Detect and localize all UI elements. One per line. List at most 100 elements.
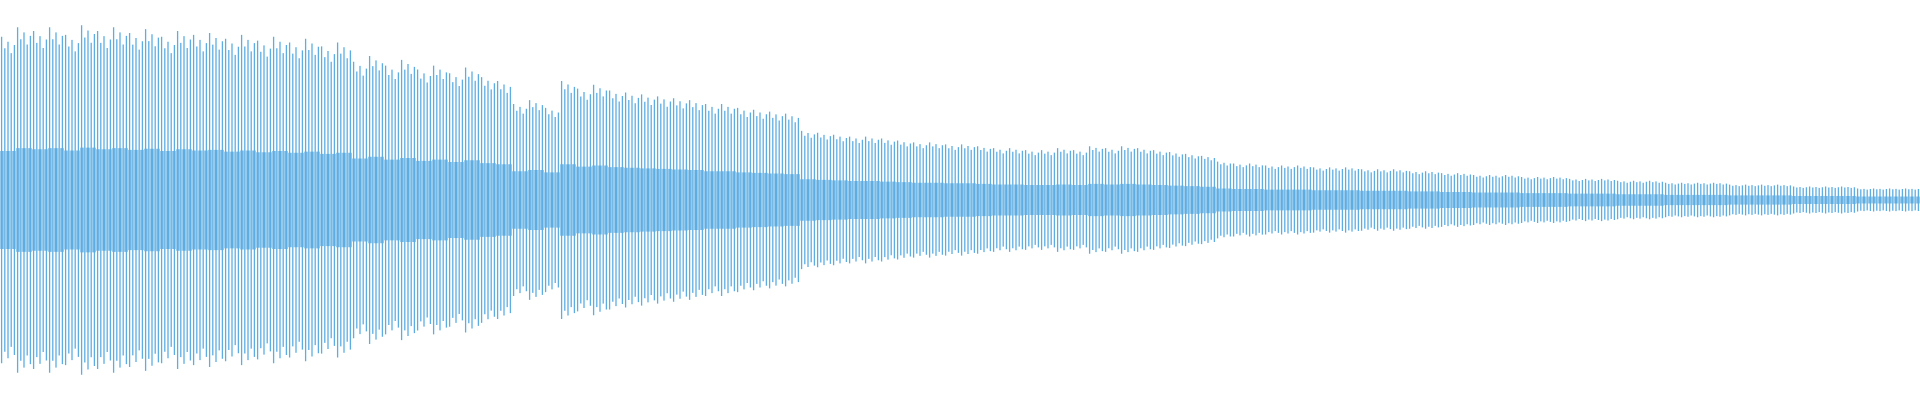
wave-segment xyxy=(320,46,336,354)
wave-segment xyxy=(608,90,624,310)
wave-segment xyxy=(944,144,960,256)
wave-segment xyxy=(1728,184,1744,216)
wave-segment xyxy=(16,27,32,373)
wave-segment xyxy=(1184,153,1200,247)
wave-segment xyxy=(1840,186,1856,214)
wave-segment xyxy=(544,107,560,293)
wave-segment xyxy=(800,130,816,270)
wave-segment xyxy=(672,98,688,302)
wave-segment xyxy=(864,136,880,264)
wave-segment xyxy=(272,36,288,364)
wave-segment xyxy=(1200,155,1216,245)
wave-segment xyxy=(528,100,544,300)
wave-segment xyxy=(784,113,800,287)
wave-segment xyxy=(1072,150,1088,250)
wave-segment xyxy=(208,32,224,368)
wave-segment xyxy=(1808,186,1824,214)
wave-segment xyxy=(160,36,176,364)
wave-segment xyxy=(1360,169,1376,231)
wave-segment xyxy=(1760,184,1776,216)
wave-segment xyxy=(64,34,80,366)
wave-segment xyxy=(240,34,256,366)
wave-segment xyxy=(1632,180,1648,220)
wave-segment xyxy=(1792,186,1808,214)
wave-segment xyxy=(880,138,896,262)
wave-segment xyxy=(1552,176,1568,224)
wave-segment xyxy=(992,148,1008,252)
wave-segment xyxy=(1024,150,1040,250)
wave-segment xyxy=(816,132,832,268)
wave-segment xyxy=(464,67,480,333)
wave-segment xyxy=(720,104,736,296)
wave-segment xyxy=(336,42,352,358)
wave-segment xyxy=(1264,165,1280,235)
wave-segment xyxy=(1248,163,1264,237)
wave-segment xyxy=(1040,150,1056,250)
wave-segment xyxy=(1392,169,1408,231)
wave-segment xyxy=(688,100,704,300)
wave-segment xyxy=(768,111,784,289)
wave-segment xyxy=(1104,148,1120,252)
wave-segment xyxy=(976,146,992,254)
wave-segment xyxy=(96,31,112,369)
wave-segment xyxy=(1168,152,1184,248)
wave-segment xyxy=(1568,178,1584,222)
wave-segment xyxy=(912,142,928,258)
wave-segment xyxy=(1216,161,1232,239)
wave-segment xyxy=(960,144,976,256)
wave-segment xyxy=(1696,182,1712,218)
wave-segment xyxy=(112,27,128,373)
wave-segment xyxy=(1472,175,1488,225)
wave-segment xyxy=(1664,182,1680,218)
wave-segment xyxy=(1744,184,1760,216)
wave-segment xyxy=(752,109,768,291)
wave-segment xyxy=(1616,180,1632,220)
wave-segment xyxy=(176,31,192,369)
wave-segment xyxy=(1280,165,1296,235)
wave-segment xyxy=(1888,188,1904,212)
wave-segment xyxy=(192,34,208,366)
wave-segment xyxy=(1152,150,1168,250)
wave-segment xyxy=(448,73,464,327)
wave-segment xyxy=(640,94,656,306)
wave-segment xyxy=(256,40,272,360)
wave-segment xyxy=(1904,188,1920,212)
wave-segment xyxy=(32,31,48,369)
wave-segment xyxy=(928,142,944,258)
wave-segment xyxy=(1680,182,1696,218)
wave-segment xyxy=(304,38,320,362)
wave-segment xyxy=(1424,171,1440,229)
wave-segment xyxy=(400,59,416,341)
wave-segment xyxy=(384,65,400,335)
wave-segment xyxy=(1440,173,1456,227)
wave-segment xyxy=(1648,180,1664,220)
wave-segment xyxy=(704,104,720,296)
wave-segment xyxy=(1600,178,1616,222)
wave-segment xyxy=(1712,182,1728,218)
wave-segment xyxy=(592,84,608,316)
wave-segment xyxy=(0,36,16,364)
wave-segment xyxy=(1536,176,1552,224)
wave-segment xyxy=(128,32,144,368)
wave-segment xyxy=(1456,173,1472,227)
wave-segment xyxy=(1120,146,1136,254)
wave-segment xyxy=(848,136,864,264)
wave-segment xyxy=(1488,175,1504,225)
wave-segment xyxy=(736,107,752,293)
wave-segment xyxy=(1056,148,1072,252)
wave-segment xyxy=(1584,178,1600,222)
wave-segment xyxy=(288,42,304,358)
wave-segment xyxy=(832,134,848,266)
wave-segment xyxy=(1136,148,1152,252)
wave-segment xyxy=(1872,188,1888,212)
wave-segment xyxy=(1776,184,1792,216)
wave-segment xyxy=(1312,167,1328,233)
wave-segment xyxy=(1344,167,1360,233)
wave-segment xyxy=(1504,175,1520,225)
wave-segment xyxy=(1088,146,1104,254)
wave-segment xyxy=(224,38,240,362)
wave-segment xyxy=(896,140,912,260)
wave-segment xyxy=(1856,188,1872,212)
